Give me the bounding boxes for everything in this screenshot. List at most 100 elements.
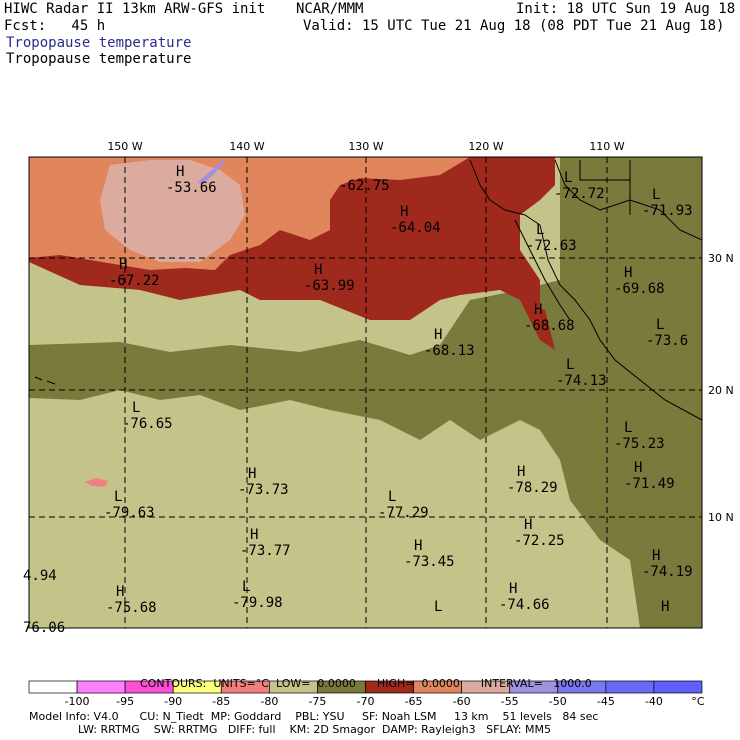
extremum-marker: H [661,599,669,615]
high-label: HIGH= 0.0000 [376,677,460,690]
extremum-value: -71.93 [642,203,693,219]
lon-label: 140 W [229,140,264,153]
contour-info: CONTOURS: UNITS=°C LOW= 0.0000 HIGH= 0.0… [133,666,592,690]
extremum-value: 76.06 [23,620,65,636]
colorbar-tick: -60 [453,695,471,708]
extremum-marker: H [509,581,517,597]
colorbar-tick: -90 [164,695,182,708]
valid-time: Valid: 15 UTC Tue 21 Aug 18 (08 PDT Tue … [303,18,725,34]
extremum-marker: H [250,527,258,543]
extremum-value: -63.99 [304,278,355,294]
init-time: Init: 18 UTC Sun 19 Aug 18 [516,1,736,17]
shaded-field [29,157,702,628]
extremum-value: -78.29 [507,480,558,496]
extremum-value: -68.13 [424,343,475,359]
colorbar-tick: -95 [116,695,134,708]
model-title: HIWC Radar II 13km ARW-GFS init [4,1,266,17]
extremum-value: -74.13 [556,373,607,389]
extremum-value: -79.98 [232,595,283,611]
colorbar: -100 -95 -90 -85 -80 -75 -70 -65 -60 -55 -50 -45 -40… [28,680,705,708]
extremum-marker: H [652,548,660,564]
extremum-value: -74.19 [642,564,693,580]
extremum-value: -71.49 [624,476,675,492]
extremum-marker: L [564,170,572,186]
extremum-marker: H [414,538,422,554]
extremum-marker: L [624,420,632,436]
lat-lon-grid [29,157,702,628]
extremum-marker: H [116,584,124,600]
extremum-marker: H [314,262,322,278]
extremum-marker: H [517,464,525,480]
extremum-marker: H [176,164,184,180]
colorbar-tick: -65 [405,695,423,708]
extremum-value: -67.22 [109,273,160,289]
model-info-line1: Model Info: V4.0 CU: N_Tiedt MP: Goddard… [29,710,599,723]
extremum-marker: L [536,222,544,238]
extremum-marker: H [524,517,532,533]
organization: NCAR/MMM [296,1,364,17]
forecast-hour: Fcst: 45 h [4,18,106,34]
extremum-value: -75.68 [106,600,157,616]
colorbar-swatch [653,680,703,694]
extremum-value: -72.25 [514,533,565,549]
units-label: UNITS=°C [213,677,269,690]
extremum-marker: H [434,327,442,343]
colorbar-unit: °C [691,695,705,708]
extremum-marker: H [119,257,127,273]
extremum-value: -68.68 [524,318,575,334]
extremum-value: -72.63 [526,238,577,254]
extremum-marker: L [656,317,664,333]
colorbar-tick: -75 [308,695,326,708]
extremum-marker: H [634,460,642,476]
extremum-value: -75.23 [614,436,665,452]
colorbar-tick: -40 [645,695,663,708]
extremum-value: -73.77 [240,543,291,559]
colorbar-tick: -50 [549,695,567,708]
extremum-marker: H [248,466,256,482]
extremum-value: -72.72 [554,186,605,202]
lon-label: 130 W [348,140,383,153]
map-frame [28,156,703,629]
colorbar-swatch [28,680,78,694]
extremum-marker: H [624,265,632,281]
extremum-value: -53.66 [166,180,217,196]
colorbar-tick: -70 [357,695,375,708]
colorbar-tick: -100 [65,695,90,708]
extremum-marker: L [434,599,442,615]
contour-field-title: Tropopause temperature [6,51,192,67]
model-info-line2: LW: RRTMG SW: RRTMG DIFF: full KM: 2D Sm… [29,723,551,736]
extremum-value: -69.68 [614,281,665,297]
extremum-marker: L [652,187,660,203]
extremum-value: -73.73 [238,482,289,498]
lat-label: 30 N [708,252,734,265]
extremum-value: -64.04 [390,220,441,236]
extremum-value: -74.66 [499,597,550,613]
lat-label: 20 N [708,384,734,397]
extremum-marker: H [534,302,542,318]
shaded-field-title: Tropopause temperature [6,35,192,51]
interval-label: INTERVAL= 1000.0 [480,677,592,690]
coastlines [34,159,702,421]
extremum-marker: L [242,579,250,595]
lat-label: 10 N [708,511,734,524]
extremum-marker: L [388,489,396,505]
extremum-value: -62.75 [339,178,390,194]
extremum-value: 4.94 [23,568,57,584]
low-label: LOW= 0.0000 [275,677,356,690]
lon-label: 150 W [107,140,142,153]
colorbar-swatch [605,680,655,694]
contours-label: CONTOURS: [140,677,207,690]
extremum-value: -77.29 [378,505,429,521]
extremum-marker: L [132,400,140,416]
extremum-value: -73.45 [404,554,455,570]
extremum-marker: H [400,204,408,220]
extremum-marker: L [566,357,574,373]
colorbar-tick: -55 [501,695,519,708]
extremum-value: -73.6 [646,333,688,349]
extremum-marker: L [114,489,122,505]
colorbar-tick: -85 [212,695,230,708]
lon-label: 110 W [589,140,624,153]
colorbar-tick: -80 [260,695,278,708]
extremum-value: -79.63 [104,505,155,521]
